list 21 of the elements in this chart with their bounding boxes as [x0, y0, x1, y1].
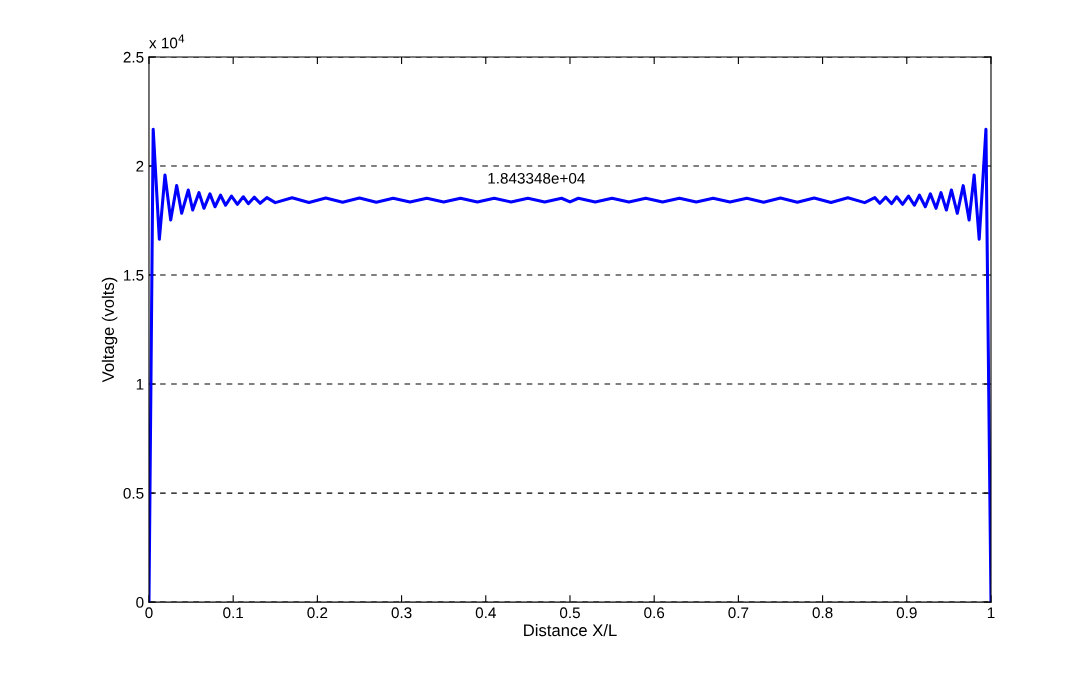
text: x 10$^{4}$: [149, 34, 185, 49]
x-tick-label: 0.3: [391, 607, 412, 619]
y-tick-label: 2: [136, 160, 144, 172]
x-tick-label: 0.1: [223, 607, 244, 619]
x-tick-label: 0.4: [475, 607, 496, 619]
x-tick-label: 0: [145, 607, 153, 619]
x-tick-label: 0.6: [644, 607, 665, 619]
x-tick-label: 0.2: [307, 607, 328, 619]
y-tick-label: 2.5: [123, 51, 144, 63]
x-tick-label: 0.9: [896, 607, 917, 619]
y-tick-label: 0: [136, 596, 144, 608]
y-axis-title: Voltage (volts): [101, 277, 118, 383]
x-tick-label: 1: [987, 607, 995, 619]
y-tick-label: 1: [136, 379, 144, 390]
x-axis-title: Distance X/L: [524, 623, 617, 637]
y-tick-label: 0.5: [123, 487, 144, 499]
x-tick-label: 0.7: [728, 607, 749, 619]
x-tick-label: 0.8: [812, 607, 833, 619]
x-tick-label: 0.5: [559, 607, 580, 619]
annotation: 1.843348e+04: [488, 172, 585, 184]
y-tick-label: 1.5: [124, 270, 144, 281]
